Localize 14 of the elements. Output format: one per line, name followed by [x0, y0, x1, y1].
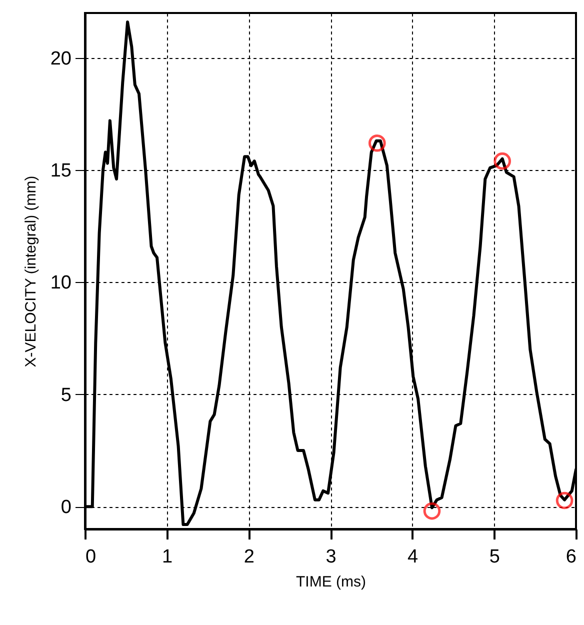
x-tick-label: 1	[162, 546, 173, 568]
x-tick-label: 5	[489, 546, 500, 568]
y-tick-label: 5	[60, 384, 72, 406]
y-tick-label: 0	[60, 497, 72, 518]
y-tick-label: 15	[50, 160, 72, 182]
x-tick-label: 3	[326, 546, 336, 568]
x-axis-title: TIME (ms)	[296, 574, 366, 590]
x-tick-label: 2	[244, 546, 254, 568]
x-tick-label: 0	[86, 546, 96, 568]
x-tick-label: 4	[408, 546, 419, 568]
y-tick-label: 10	[50, 272, 72, 294]
x-tick-label: 6	[566, 546, 576, 568]
y-axis-title: X-VELOCITY (integral) (mm)	[22, 176, 40, 368]
y-tick-label: 20	[50, 48, 72, 70]
